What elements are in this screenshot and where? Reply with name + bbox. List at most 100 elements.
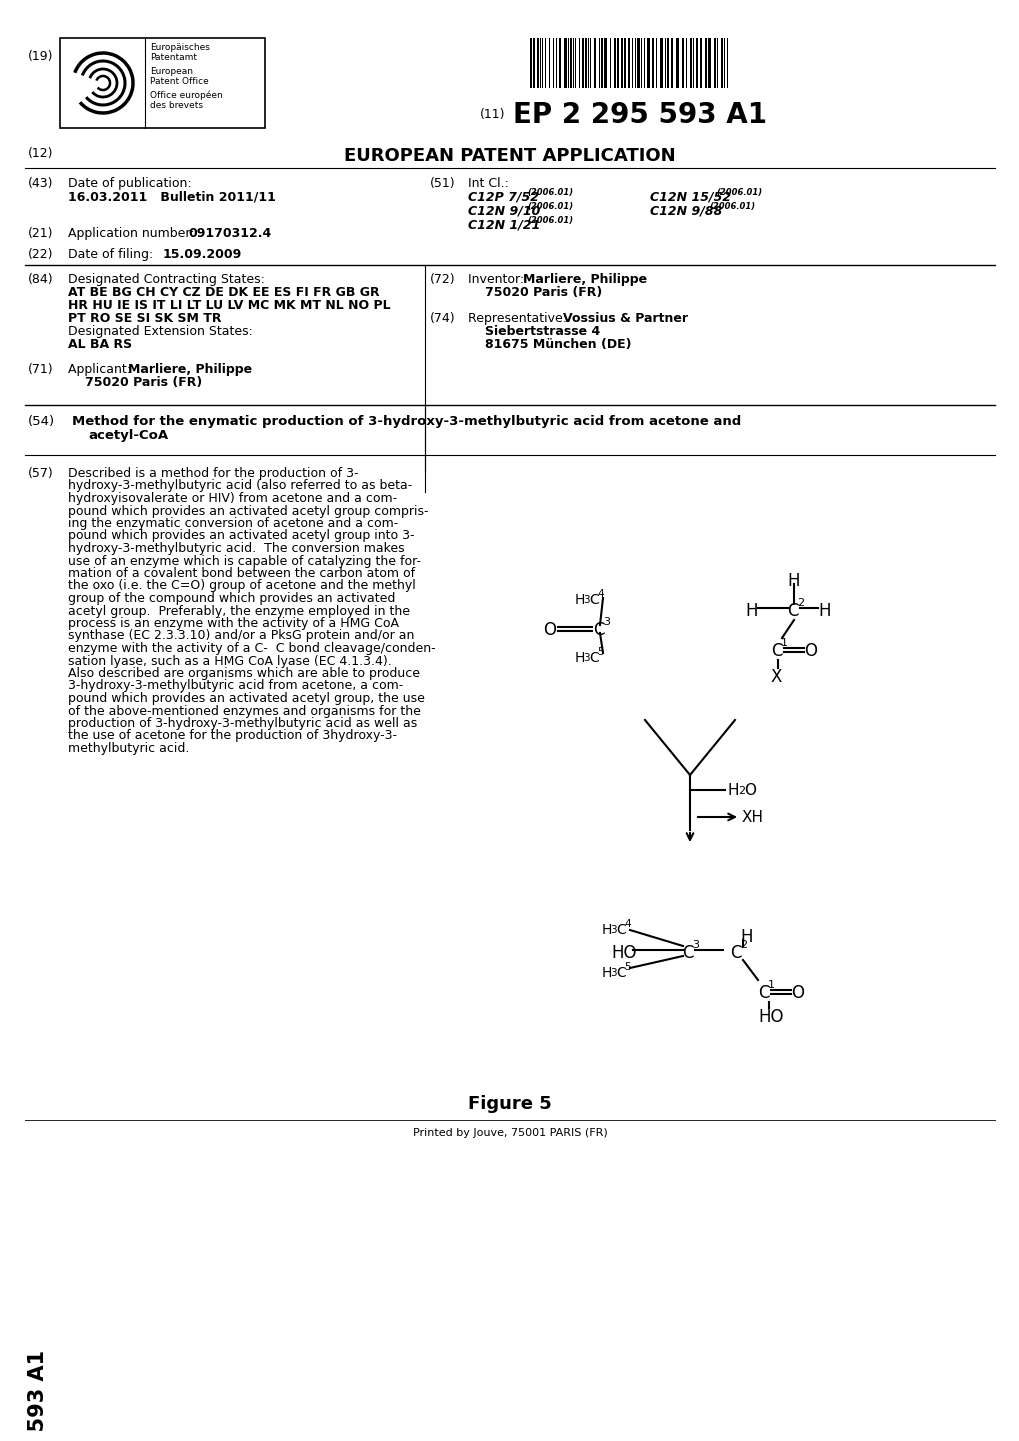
Bar <box>558 37 560 88</box>
Bar <box>676 37 679 88</box>
Bar <box>536 37 538 88</box>
Text: Figure 5: Figure 5 <box>468 1095 551 1112</box>
Text: C: C <box>757 984 768 1001</box>
Text: pound which provides an activated acetyl group compris-: pound which provides an activated acetyl… <box>68 504 428 517</box>
Text: Representative:: Representative: <box>468 313 571 326</box>
Bar <box>659 37 662 88</box>
Text: C: C <box>730 944 741 963</box>
Text: Int Cl.:: Int Cl.: <box>468 177 508 190</box>
Bar <box>637 37 639 88</box>
Text: hydroxy-3-methylbutyric acid.  The conversion makes: hydroxy-3-methylbutyric acid. The conver… <box>68 542 405 555</box>
Text: C: C <box>615 924 625 937</box>
Text: HR HU IE IS IT LI LT LU LV MC MK MT NL NO PL: HR HU IE IS IT LI LT LU LV MC MK MT NL N… <box>68 298 390 313</box>
Text: (21): (21) <box>28 228 53 241</box>
Text: of the above-mentioned enzymes and organisms for the: of the above-mentioned enzymes and organ… <box>68 705 421 718</box>
Text: Europäisches: Europäisches <box>150 43 210 52</box>
Text: (11): (11) <box>480 108 505 121</box>
Text: AL BA RS: AL BA RS <box>68 339 132 352</box>
Text: (19): (19) <box>28 50 53 63</box>
Text: Applicant:: Applicant: <box>68 363 135 376</box>
Bar <box>671 37 673 88</box>
Bar <box>603 37 606 88</box>
Bar <box>585 37 586 88</box>
Bar <box>530 37 532 88</box>
Text: process is an enzyme with the activity of a HMG CoA: process is an enzyme with the activity o… <box>68 617 398 630</box>
Bar <box>704 37 706 88</box>
Bar <box>624 37 626 88</box>
Text: XH: XH <box>741 810 763 826</box>
Bar <box>621 37 623 88</box>
Bar <box>616 37 619 88</box>
Text: (2006.01): (2006.01) <box>527 187 573 197</box>
Text: the use of acetone for the production of 3⁠hydroxy-3-: the use of acetone for the production of… <box>68 729 396 742</box>
Bar <box>570 37 572 88</box>
Text: 4: 4 <box>596 589 603 599</box>
Text: 81675 München (DE): 81675 München (DE) <box>484 339 631 352</box>
Text: Marliere, Philippe: Marliere, Philippe <box>127 363 252 376</box>
Text: AT BE BG CH CY CZ DE DK EE ES FI FR GB GR: AT BE BG CH CY CZ DE DK EE ES FI FR GB G… <box>68 285 379 298</box>
Text: 3: 3 <box>691 940 698 950</box>
Bar <box>60 37 265 128</box>
Text: Patentamt: Patentamt <box>150 53 197 62</box>
Text: O: O <box>790 984 803 1001</box>
Text: (2006.01): (2006.01) <box>527 202 573 210</box>
Bar <box>600 37 602 88</box>
Text: (51): (51) <box>430 177 455 190</box>
Text: 2: 2 <box>739 940 746 950</box>
Text: H: H <box>728 782 739 798</box>
Text: 5: 5 <box>596 647 603 657</box>
Text: Printed by Jouve, 75001 PARIS (FR): Printed by Jouve, 75001 PARIS (FR) <box>413 1128 606 1138</box>
Text: 2: 2 <box>738 785 745 795</box>
Text: (57): (57) <box>28 467 54 480</box>
Text: EUROPEAN PATENT APPLICATION: EUROPEAN PATENT APPLICATION <box>343 147 676 166</box>
Text: EP 2 295 593 A1: EP 2 295 593 A1 <box>513 101 766 130</box>
Text: (12): (12) <box>28 147 53 160</box>
Text: (84): (84) <box>28 272 54 285</box>
Text: H: H <box>575 594 585 607</box>
Text: 3: 3 <box>583 595 589 605</box>
Text: 4: 4 <box>624 919 630 929</box>
Bar <box>582 37 584 88</box>
Text: Also described are organisms which are able to produce: Also described are organisms which are a… <box>68 667 420 680</box>
Text: pound which provides an activated acetyl group into 3-: pound which provides an activated acetyl… <box>68 529 414 542</box>
Text: Method for the enymatic production of 3-hydroxy-3-methylbutyric acid from aceton: Method for the enymatic production of 3-… <box>72 415 741 428</box>
Bar <box>689 37 691 88</box>
Bar <box>564 37 567 88</box>
Text: (22): (22) <box>28 248 53 261</box>
Text: C: C <box>770 643 782 660</box>
Text: C: C <box>588 651 598 664</box>
Text: Office européen: Office européen <box>150 91 222 101</box>
Text: H: H <box>744 602 757 620</box>
Text: O: O <box>542 621 555 638</box>
Text: Date of publication:: Date of publication: <box>68 177 192 190</box>
Text: 16.03.2011   Bulletin 2011/11: 16.03.2011 Bulletin 2011/11 <box>68 192 275 205</box>
Text: 2: 2 <box>796 598 803 608</box>
Text: use of an enzyme which is capable of catalyzing the for-: use of an enzyme which is capable of cat… <box>68 555 421 568</box>
Text: Inventor:: Inventor: <box>468 272 528 285</box>
Bar <box>695 37 697 88</box>
Text: 3: 3 <box>609 925 616 935</box>
Text: (2006.01): (2006.01) <box>527 216 573 225</box>
Bar <box>593 37 595 88</box>
Text: H: H <box>817 602 829 620</box>
Text: Described is a method for the production of 3-: Described is a method for the production… <box>68 467 358 480</box>
Text: H: H <box>575 651 585 664</box>
Text: (74): (74) <box>430 313 455 326</box>
Text: methylbutyric acid.: methylbutyric acid. <box>68 742 190 755</box>
Text: hydroxyisovalerate or HIV) from acetone and a com-: hydroxyisovalerate or HIV) from acetone … <box>68 491 396 504</box>
Text: 75020 Paris (FR): 75020 Paris (FR) <box>85 376 202 389</box>
Text: acetyl group.  Preferably, the enzyme employed in the: acetyl group. Preferably, the enzyme emp… <box>68 605 410 618</box>
Text: Designated Extension States:: Designated Extension States: <box>68 326 253 339</box>
Text: (71): (71) <box>28 363 54 376</box>
Text: C12N 15/52: C12N 15/52 <box>649 192 731 205</box>
Text: hydroxy-3-methylbutyric acid (also referred to as beta-: hydroxy-3-methylbutyric acid (also refer… <box>68 480 412 493</box>
Text: C12N 9/88: C12N 9/88 <box>649 205 721 218</box>
Bar <box>666 37 668 88</box>
Text: (2006.01): (2006.01) <box>709 202 755 210</box>
Text: C: C <box>592 621 604 638</box>
Text: H: H <box>601 924 611 937</box>
Text: H: H <box>601 965 611 980</box>
Text: Designated Contracting States:: Designated Contracting States: <box>68 272 265 285</box>
Bar <box>613 37 615 88</box>
Bar <box>628 37 630 88</box>
